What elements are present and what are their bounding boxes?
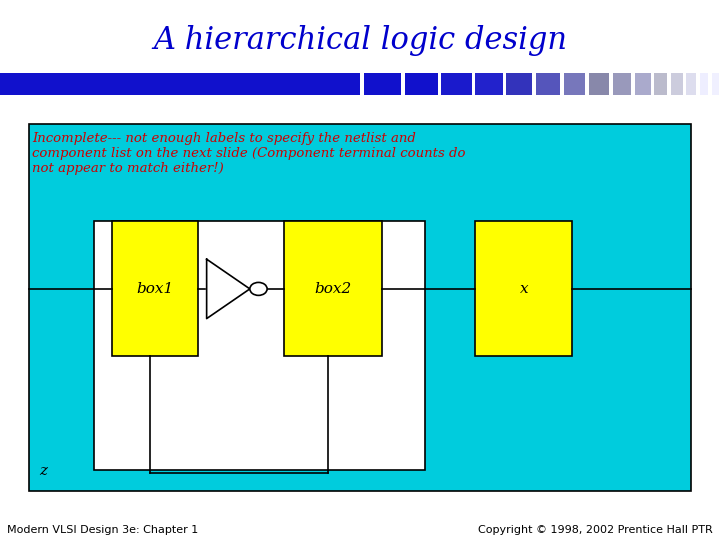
Circle shape xyxy=(250,282,267,295)
Text: box1: box1 xyxy=(136,282,174,296)
Bar xyxy=(112,221,198,356)
Text: Modern VLSI Design 3e: Chapter 1: Modern VLSI Design 3e: Chapter 1 xyxy=(7,524,199,535)
Bar xyxy=(475,221,572,356)
Bar xyxy=(405,73,438,94)
Bar xyxy=(506,73,532,94)
Bar xyxy=(654,73,667,94)
Text: x: x xyxy=(520,282,528,296)
Bar xyxy=(712,73,719,94)
Bar xyxy=(0,73,360,94)
FancyBboxPatch shape xyxy=(29,124,691,491)
Text: A hierarchical logic design: A hierarchical logic design xyxy=(153,25,567,56)
Text: Copyright © 1998, 2002 Prentice Hall PTR: Copyright © 1998, 2002 Prentice Hall PTR xyxy=(478,524,713,535)
Text: z: z xyxy=(40,464,48,478)
Bar xyxy=(700,73,708,94)
Bar xyxy=(284,221,382,356)
Text: box2: box2 xyxy=(315,282,351,296)
Bar xyxy=(475,73,503,94)
Bar xyxy=(364,73,401,94)
Bar xyxy=(635,73,651,94)
Text: Incomplete--- not enough labels to specify the netlist and
component list on the: Incomplete--- not enough labels to speci… xyxy=(32,132,466,176)
Bar xyxy=(671,73,683,94)
Bar xyxy=(536,73,560,94)
Bar xyxy=(564,73,585,94)
Bar xyxy=(589,73,609,94)
Bar xyxy=(441,73,472,94)
Bar xyxy=(613,73,631,94)
Bar xyxy=(686,73,696,94)
Bar xyxy=(94,221,425,470)
